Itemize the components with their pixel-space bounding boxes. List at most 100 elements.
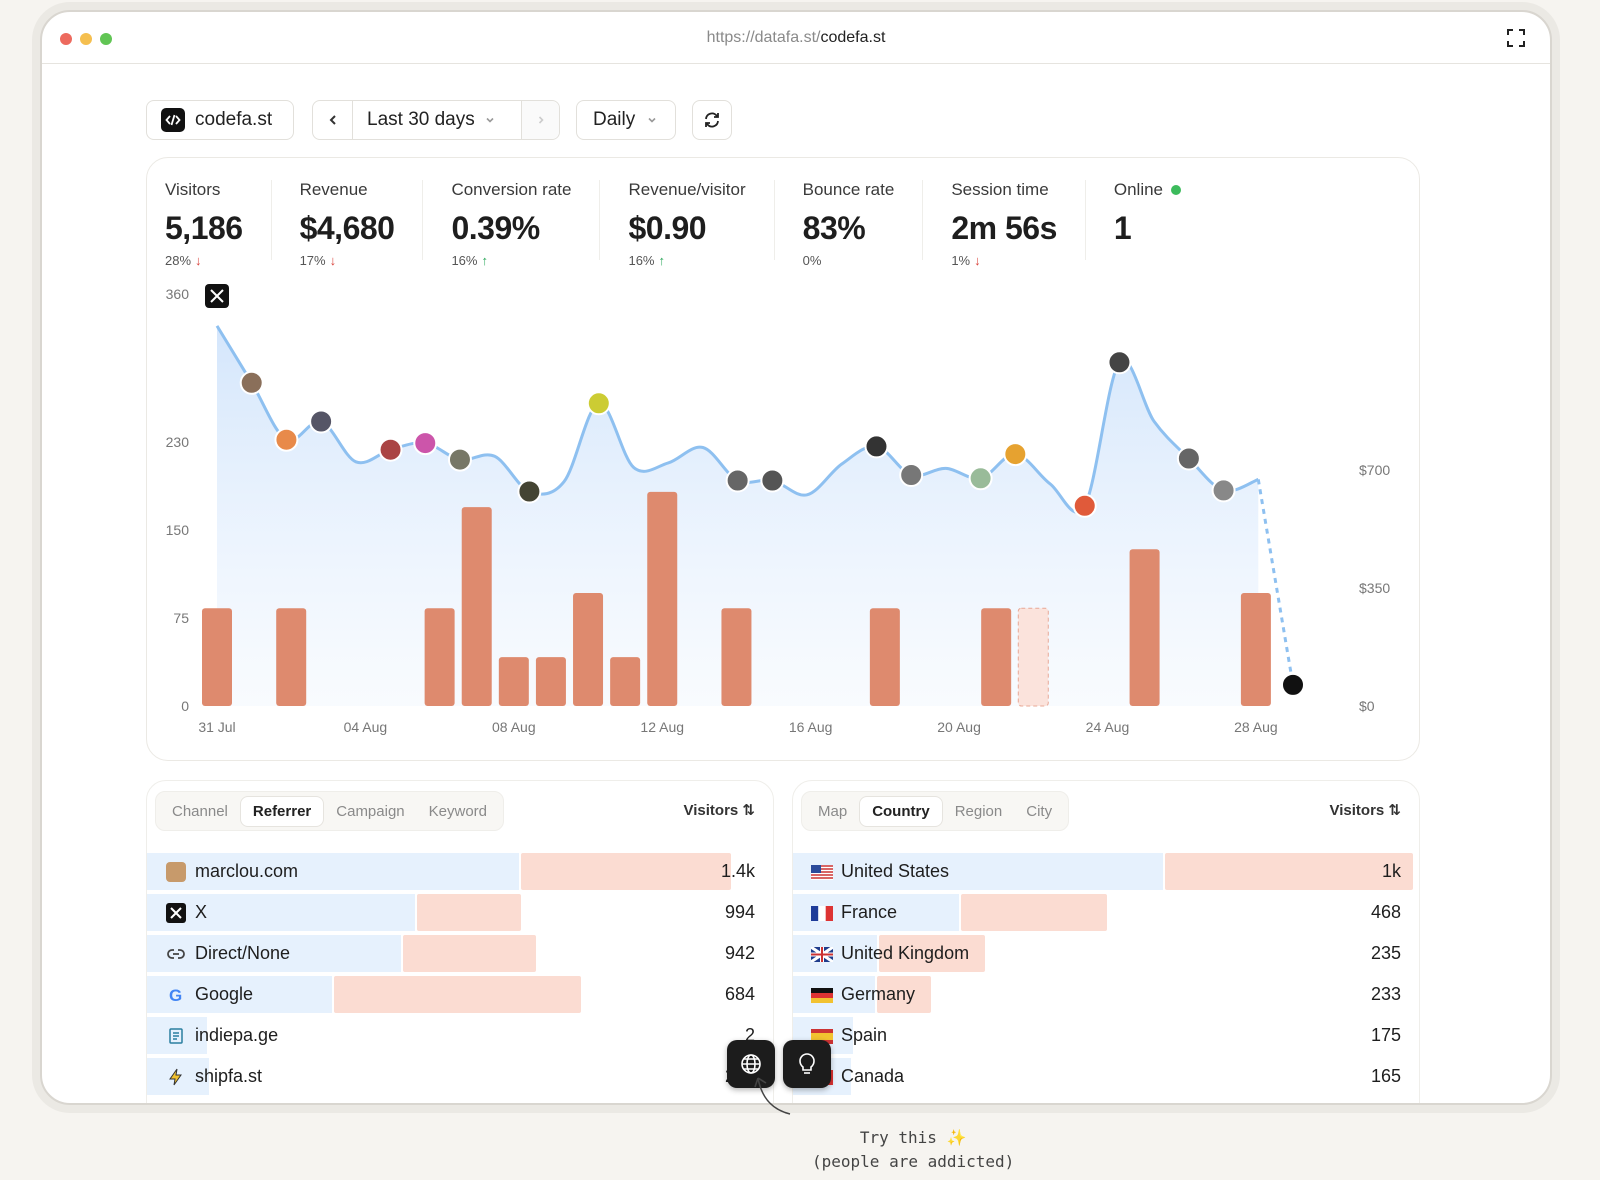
visitors-bar: [147, 853, 519, 890]
minimize-window-dot[interactable]: [80, 33, 92, 45]
fr-flag-icon: [811, 902, 833, 924]
visitor-avatar-marker[interactable]: [309, 409, 334, 434]
tab-campaign[interactable]: Campaign: [336, 802, 405, 820]
metric-value: $4,680: [299, 210, 395, 246]
list-item-name: marclou.com: [195, 861, 299, 881]
revenue-bar[interactable]: [1017, 607, 1049, 707]
visitor-avatar-marker[interactable]: [239, 370, 264, 395]
revenue-share-bar: [879, 935, 985, 972]
x-logo-icon[interactable]: [205, 284, 229, 308]
revenue-bar[interactable]: [535, 657, 566, 706]
metric-value: 2m 56s: [951, 210, 1057, 246]
list-item[interactable]: X 994: [147, 892, 773, 933]
previous-range-button[interactable]: [313, 101, 353, 139]
visitor-avatar-marker[interactable]: [968, 466, 993, 491]
tab-referrer[interactable]: Referrer: [239, 795, 325, 827]
visitor-avatar-marker[interactable]: [899, 463, 924, 487]
tab-country[interactable]: Country: [859, 795, 943, 827]
visitor-avatar-marker[interactable]: [413, 431, 438, 456]
visitor-avatar-marker[interactable]: [1176, 446, 1201, 471]
revenue-bar[interactable]: [276, 608, 307, 706]
revenue-bar[interactable]: [461, 507, 492, 706]
code-logo-icon: [161, 108, 185, 132]
revenue-bar[interactable]: [610, 657, 641, 706]
next-range-button[interactable]: [521, 101, 559, 139]
revenue-bar[interactable]: [869, 608, 900, 706]
globe-button[interactable]: [727, 1040, 775, 1088]
address-bar[interactable]: https://datafa.st/codefa.st: [42, 29, 1550, 47]
tab-region[interactable]: Region: [954, 802, 1003, 820]
list-item[interactable]: Canada 165: [793, 1056, 1419, 1097]
visitors-bar: [793, 853, 1163, 890]
date-range-label: Last 30 days: [367, 109, 475, 130]
revenue-bar[interactable]: [202, 608, 232, 706]
revenue-bar[interactable]: [647, 491, 678, 706]
sort-visitors-button[interactable]: Visitors ⇅: [684, 801, 756, 819]
visitor-avatar-marker[interactable]: [517, 479, 542, 504]
metric-label-text: Visitors: [165, 180, 221, 199]
visitor-avatar-marker[interactable]: [1281, 672, 1305, 697]
revenue-bar[interactable]: [498, 657, 529, 706]
maximize-window-dot[interactable]: [100, 33, 112, 45]
list-item[interactable]: United States 1k: [793, 851, 1419, 892]
visitor-avatar-marker[interactable]: [447, 447, 472, 472]
revenue-bar[interactable]: [981, 608, 1012, 706]
date-range-dropdown[interactable]: Last 30 days: [353, 109, 521, 131]
revenue-bar[interactable]: [573, 593, 604, 706]
x-tick-label: 31 Jul: [198, 719, 235, 735]
fullscreen-icon[interactable]: [1506, 28, 1526, 48]
visitor-avatar-marker[interactable]: [1107, 350, 1132, 375]
refresh-button[interactable]: [692, 100, 732, 140]
visitor-avatar-marker[interactable]: [586, 391, 611, 416]
list-item[interactable]: indiepa.ge 2: [147, 1015, 773, 1056]
metric-revenue[interactable]: Revenue $4,680 17% ↓: [299, 180, 424, 268]
list-item-name: Google: [195, 984, 254, 1004]
list-item[interactable]: G Google 684: [147, 974, 773, 1015]
referrer-panel: Channel Referrer Campaign Keyword Visitors …: [146, 780, 774, 1103]
visitor-avatar-marker[interactable]: [1211, 478, 1236, 503]
tab-keyword[interactable]: Keyword: [428, 802, 487, 820]
tab-channel[interactable]: Channel: [172, 802, 228, 820]
insights-button[interactable]: [783, 1040, 831, 1088]
visitor-avatar-marker[interactable]: [760, 468, 785, 493]
metric-bounce-rate[interactable]: Bounce rate 83% 0%: [803, 180, 924, 268]
site-selector-button[interactable]: codefa.st: [146, 100, 294, 140]
revenue-bar[interactable]: [1240, 593, 1271, 706]
list-item-name: Direct/None: [195, 943, 291, 963]
list-item[interactable]: France 468: [793, 892, 1419, 933]
sort-visitors-button[interactable]: Visitors ⇅: [1330, 801, 1402, 819]
metric-value: 0.39%: [451, 210, 540, 246]
metric-label: Revenue/visitor: [628, 180, 745, 200]
globe-icon: [741, 1054, 761, 1074]
referrer-list: marclou.com 1.4k X 994 Direct/None 942 G Google…: [147, 851, 773, 1097]
visitor-avatar-marker[interactable]: [378, 437, 403, 462]
revenue-bar[interactable]: [1129, 549, 1160, 706]
visitor-avatar-marker[interactable]: [1003, 442, 1028, 467]
metric-session-time[interactable]: Session time 2m 56s 1% ↓: [951, 180, 1086, 268]
metric-delta-value: 17%: [299, 253, 326, 268]
revenue-bar[interactable]: [424, 608, 455, 706]
tab-map[interactable]: Map: [818, 802, 848, 820]
list-item[interactable]: Direct/None 942: [147, 933, 773, 974]
visitor-avatar-marker[interactable]: [274, 427, 299, 452]
visitor-avatar-marker[interactable]: [725, 468, 750, 493]
list-item[interactable]: marclou.com 1.4k: [147, 851, 773, 892]
list-item[interactable]: Germany 233: [793, 974, 1419, 1015]
metric-conversion-rate[interactable]: Conversion rate 0.39% 16% ↑: [451, 180, 601, 268]
metric-label-text: Online: [1113, 180, 1163, 199]
visitor-avatar-marker[interactable]: [864, 434, 889, 459]
visitor-avatar-marker[interactable]: [1072, 493, 1097, 518]
url-prefix: https://datafa.st/: [706, 29, 821, 46]
interval-dropdown[interactable]: Daily: [576, 100, 676, 140]
list-item[interactable]: United Kingdom 235: [793, 933, 1419, 974]
list-item[interactable]: Spain 175: [793, 1015, 1419, 1056]
tab-city[interactable]: City: [1026, 802, 1053, 820]
site-name: codefa.st: [195, 109, 273, 130]
metric-online[interactable]: Online 1: [1114, 180, 1209, 260]
list-item[interactable]: shipfa.st231: [147, 1056, 773, 1097]
revenue-bar[interactable]: [721, 608, 752, 706]
metric-visitors[interactable]: Visitors 5,186 28% ↓: [165, 180, 272, 268]
metric-delta-value: 28%: [165, 253, 192, 268]
metric-revenue-visitor[interactable]: Revenue/visitor $0.90 16% ↑: [628, 180, 775, 268]
close-window-dot[interactable]: [60, 33, 72, 45]
